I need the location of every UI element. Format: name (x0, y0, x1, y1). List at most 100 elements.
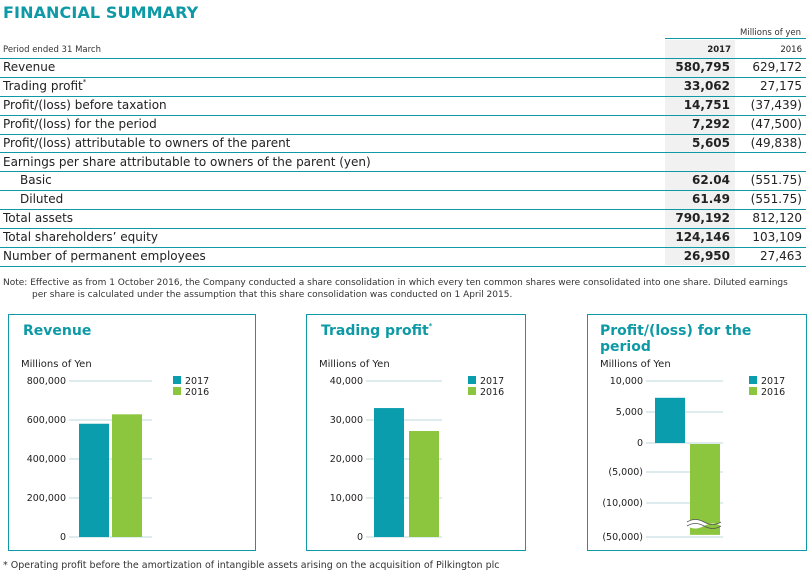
note-line-2: per share is calculated under the assump… (32, 290, 513, 300)
header-2016: 2016 (780, 45, 802, 55)
value-2017: 124,146 (675, 230, 730, 245)
row-label-text: Earnings per share attributable to owner… (3, 154, 371, 169)
row-label: Profit/(loss) attributable to owners of … (3, 136, 290, 150)
trading-profit-chart-panel: Trading profit* Millions of Yen 40,000 30… (306, 314, 526, 551)
footnote: * Operating profit before the amortizati… (3, 560, 500, 571)
bar-2016 (112, 414, 142, 537)
value-2016: 812,120 (752, 211, 802, 226)
legend-swatch-2017 (468, 376, 476, 384)
revenue-chart-panel: Revenue Millions of Yen 800,000 600,000 40… (8, 314, 256, 551)
legend-label-2016: 2016 (480, 387, 504, 398)
row-label: Total assets (3, 211, 73, 225)
row-label-text: Profit/(loss) for the period (3, 116, 157, 131)
revenue-chart-unit: Millions of Yen (21, 359, 92, 370)
value-2016: (551.75) (750, 173, 802, 188)
y-tick-label: 10,000 (330, 493, 363, 504)
row-label-text: Total shareholders’ equity (3, 230, 158, 245)
row-label: Trading profit* (3, 77, 87, 93)
value-2017: 790,192 (675, 211, 730, 226)
y-tick-label: (10,000) (602, 498, 643, 509)
value-2016: 629,172 (752, 60, 802, 74)
value-2017: 33,062 (683, 78, 730, 93)
value-2016: 103,109 (752, 230, 802, 245)
legend-swatch-2016 (749, 387, 757, 395)
revenue-chart-title: Revenue (23, 323, 92, 339)
y-tick-label: 10,000 (610, 376, 643, 387)
value-2017: 14,751 (683, 97, 730, 112)
y-tick-label: 0 (357, 532, 363, 543)
legend-swatch-2017 (749, 376, 757, 384)
legend-label-2017: 2017 (480, 376, 504, 387)
legend-swatch-2016 (468, 387, 476, 395)
y-tick-label: 0 (60, 532, 66, 543)
y-tick-label: 5,000 (616, 407, 643, 418)
row-label-text: Profit/(loss) attributable to owners of … (3, 135, 291, 150)
row-label: Diluted (20, 192, 63, 206)
bar-2017 (79, 423, 109, 537)
header-rule (665, 38, 806, 39)
row-label-sup: * (82, 77, 87, 86)
y-tick-label: 800,000 (27, 376, 66, 387)
y-tick-label: 30,000 (330, 415, 363, 426)
value-2016: (551.75) (750, 192, 802, 207)
y-tick-label: 200,000 (27, 493, 66, 504)
y-tick-label: 600,000 (27, 415, 66, 426)
row-label-text: Basic (20, 173, 52, 188)
legend-label-2017: 2017 (761, 376, 785, 387)
table-row: Earnings per share attributable to owner… (0, 154, 806, 173)
value-2016: (49,838) (750, 135, 802, 150)
profit-loss-chart-unit: Millions of Yen (600, 359, 671, 370)
y-tick-label: 20,000 (330, 454, 363, 465)
row-label: Profit/(loss) for the period (3, 117, 157, 131)
value-2016: (37,439) (750, 97, 802, 112)
value-2017: 5,605 (692, 135, 730, 150)
legend-swatch-2017 (173, 376, 181, 384)
table-row: Basic 62.04 (551.75) (0, 172, 806, 192)
table-row: Profit/(loss) attributable to owners of … (0, 135, 806, 154)
value-2016: 27,463 (760, 249, 802, 263)
trading-profit-title-sup: * (428, 322, 433, 330)
row-label: Profit/(loss) before taxation (3, 98, 167, 112)
legend-label-2016: 2016 (185, 387, 209, 398)
axis-break-line-bottom (686, 523, 722, 529)
row-label-text: Number of permanent employees (3, 249, 206, 263)
bar-2017 (655, 397, 685, 443)
table-top-rule (0, 58, 806, 59)
row-label: Revenue (3, 60, 55, 74)
value-2017: 61.49 (692, 192, 730, 207)
axis-break-line-top (686, 519, 722, 525)
row-label: Number of permanent employees (3, 249, 206, 263)
table-row: Profit/(loss) for the period 7,292 (47,500… (0, 116, 806, 135)
row-label-text: Profit/(loss) before taxation (3, 97, 167, 112)
value-2017: 7,292 (692, 116, 730, 131)
trading-profit-chart-unit: Millions of Yen (319, 359, 390, 370)
table-row: Trading profit* 33,062 27,175 (0, 78, 806, 97)
value-2017: 62.04 (692, 173, 730, 188)
value-2017: 580,795 (675, 60, 730, 74)
header-2017: 2017 (707, 45, 731, 55)
row-label: Total shareholders’ equity (3, 230, 158, 244)
legend-swatch-2016 (173, 387, 181, 395)
row-label-text: Total assets (3, 211, 74, 226)
value-2016: (47,500) (750, 116, 802, 131)
table-row: Total shareholders’ equity 124,146 103,109 (0, 229, 806, 248)
y-tick-label: 400,000 (27, 454, 66, 465)
period-label: Period ended 31 March (3, 45, 101, 55)
units-label: Millions of yen (740, 28, 802, 38)
row-label: Basic (20, 173, 52, 187)
table-row: Revenue 580,795 629,172 (0, 59, 806, 78)
table-row: Number of permanent employees 26,950 27,46… (0, 248, 806, 267)
note: Note: Effective as from 1 October 2016, … (3, 277, 809, 301)
profit-loss-chart-panel: Profit/(loss) for the period Millions of… (587, 314, 807, 551)
profit-loss-chart: 10,000 5,000 0 (5,000) (10,000) (50,000) 20172… (602, 376, 785, 543)
profit-loss-chart-title: Profit/(loss) for the period (600, 323, 752, 355)
row-label-text: Diluted (20, 192, 64, 207)
page-title: FINANCIAL SUMMARY (3, 3, 199, 22)
axis-break-mask (687, 519, 721, 529)
row-label-text: Trading profit (3, 78, 83, 93)
legend-label-2017: 2017 (185, 376, 209, 387)
y-tick-label: (5,000) (608, 467, 643, 478)
row-label-text: Revenue (3, 60, 56, 74)
